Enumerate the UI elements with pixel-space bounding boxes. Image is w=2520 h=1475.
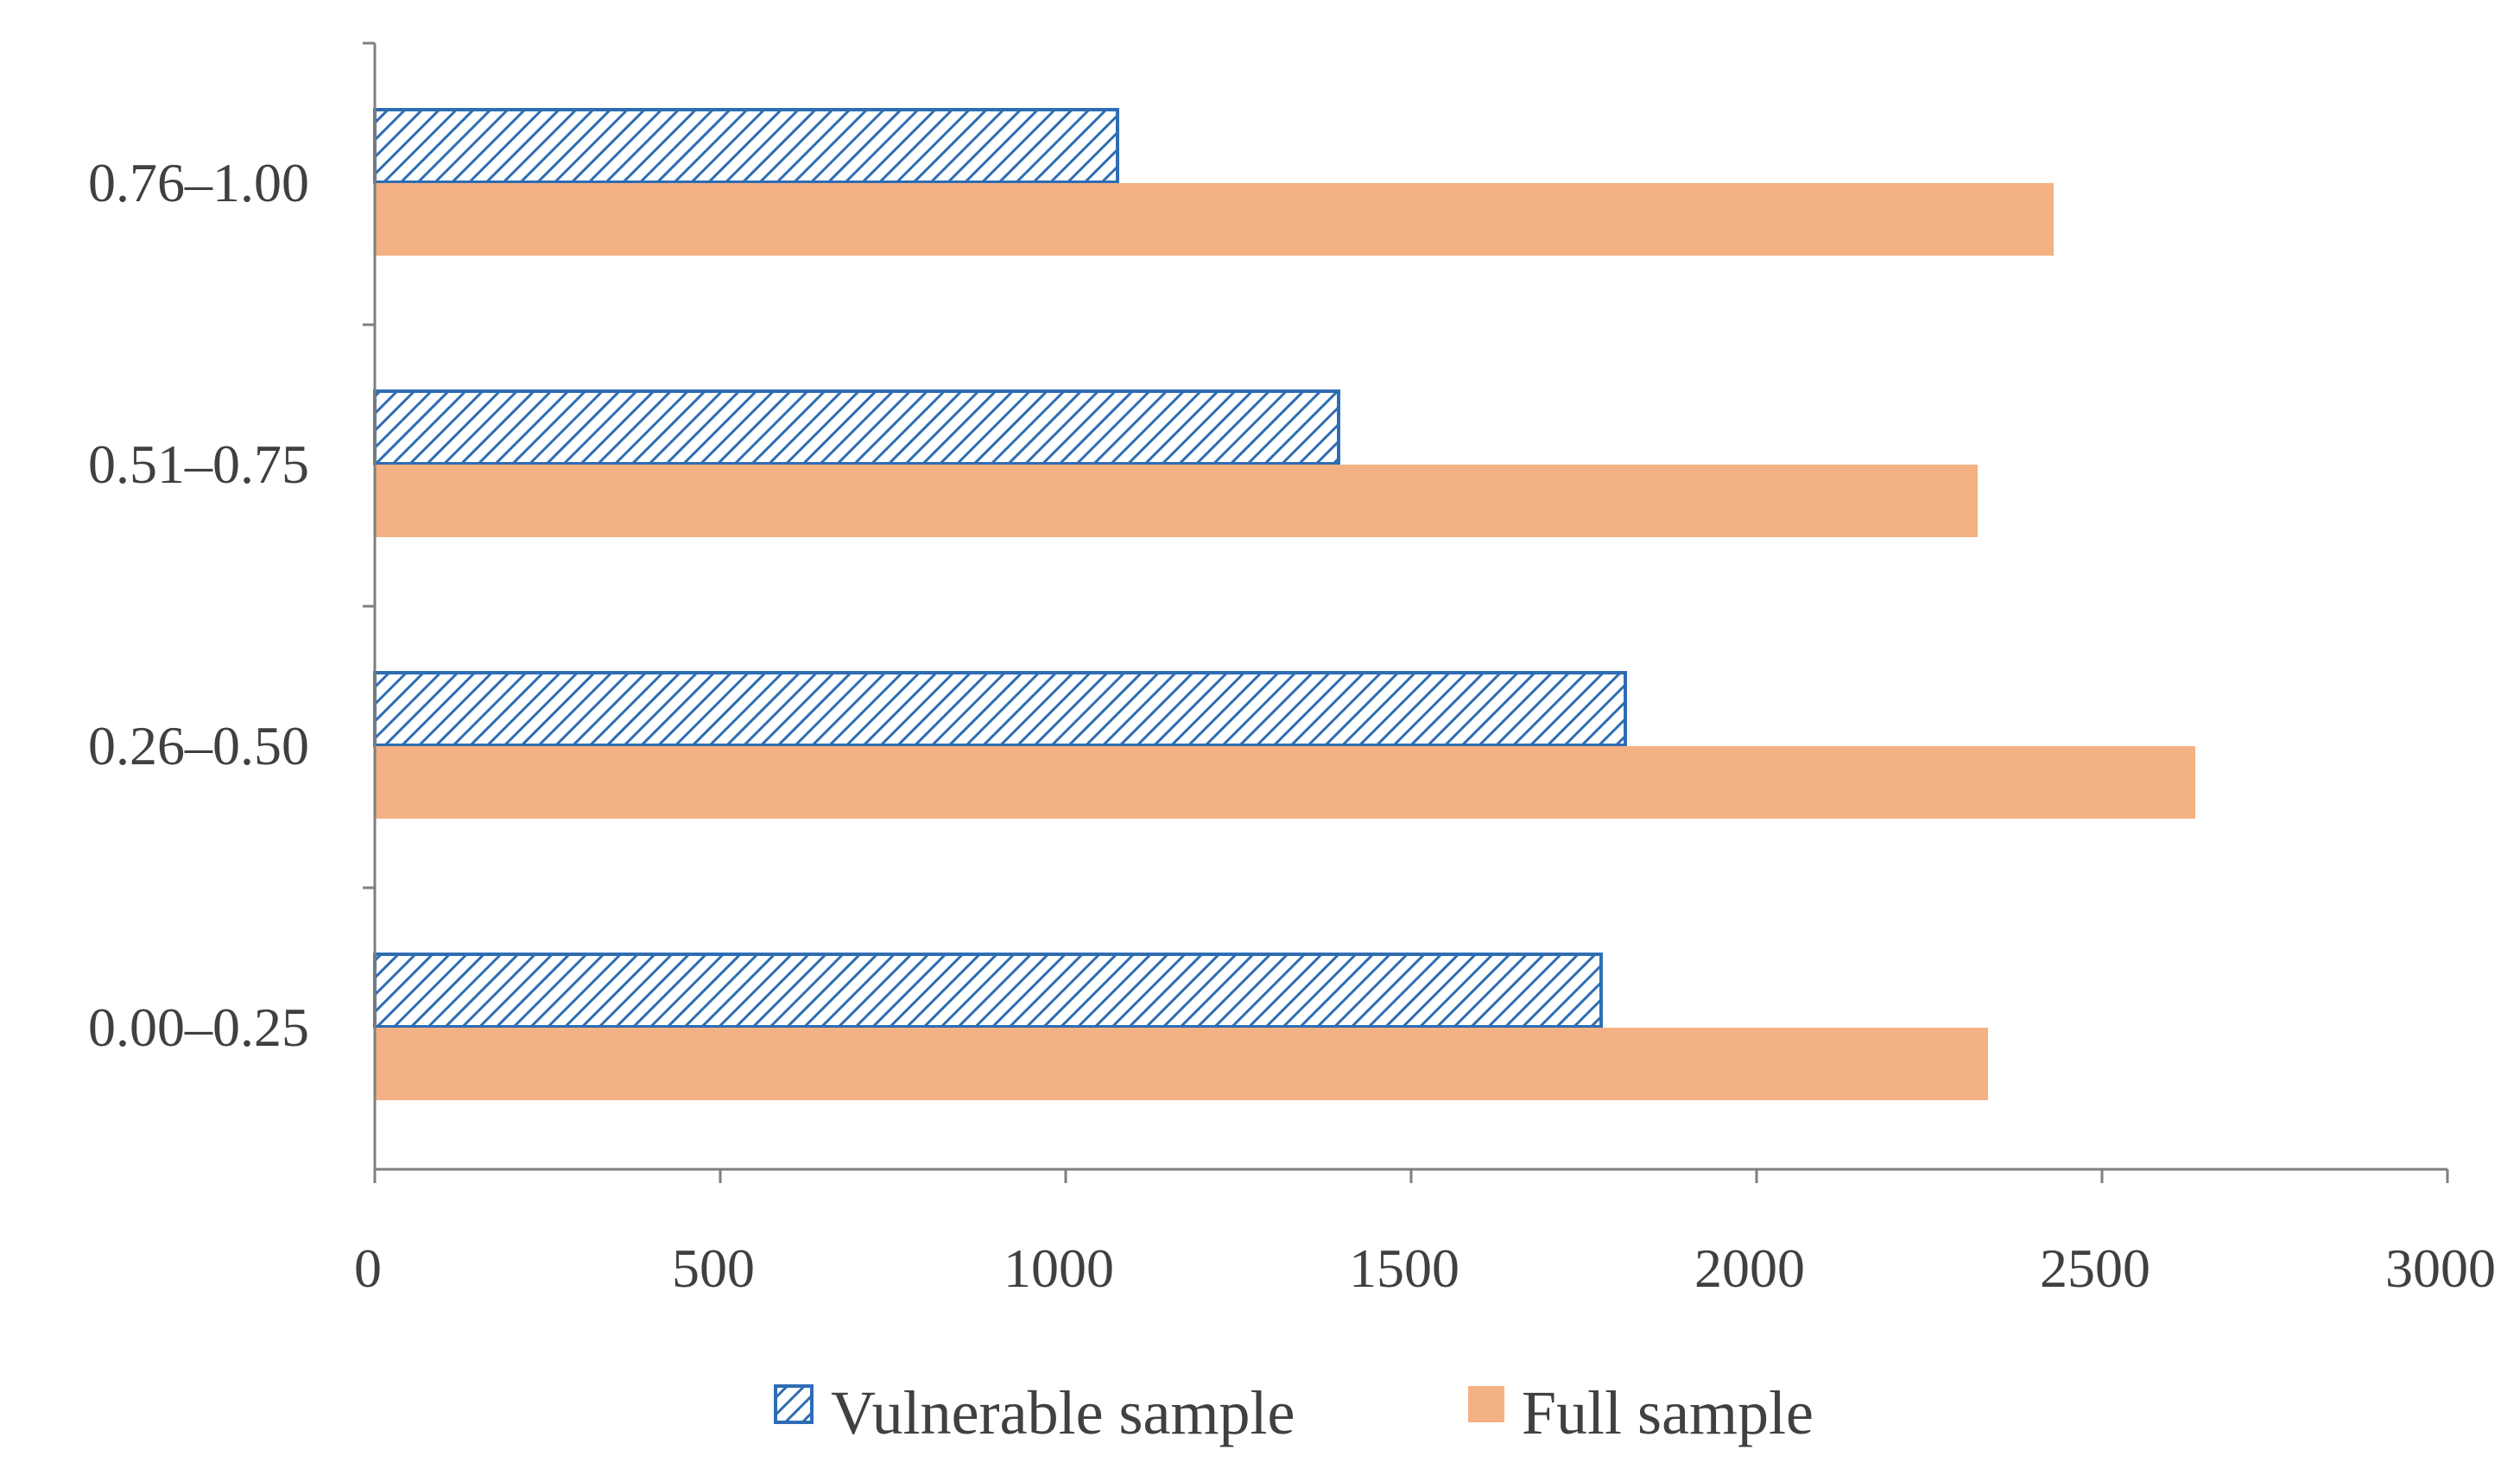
x-tick-label: 0 [354,1238,382,1299]
bar-vulnerable-sample [373,389,1340,465]
y-tick-label: 0.26–0.50 [88,715,309,776]
bar-full-sample [375,183,2054,256]
y-tick-label: 0.51–0.75 [88,434,309,495]
legend: Vulnerable sample Full sample [774,1378,1814,1447]
bar-full-sample [375,746,2195,819]
x-tick-label: 2500 [2040,1238,2150,1299]
y-tick-label: 0.00–0.25 [88,997,309,1058]
bar-vulnerable-sample [373,671,1627,747]
y-tick-label: 0.76–1.00 [88,152,309,213]
axes: 0.00–0.25 0.26–0.50 0.51–0.75 0.76–1.00 0 500… [88,41,2496,1299]
bar-vulnerable-sample [373,108,1119,184]
bar-vulnerable-sample [373,953,1603,1029]
legend-label-full: Full sample [1522,1378,1814,1447]
bar-full-sample [375,1028,1988,1100]
legend-swatch-full [1468,1386,1504,1422]
x-tick-label: 500 [672,1238,755,1299]
legend-swatch-vulnerable [774,1384,814,1424]
bar-full-sample [375,465,1978,537]
x-tick-label: 1500 [1349,1238,1459,1299]
plot-area [373,108,2195,1100]
x-tick-label: 2000 [1694,1238,1805,1299]
x-tick-label: 3000 [2385,1238,2496,1299]
legend-label-vulnerable: Vulnerable sample [831,1378,1295,1447]
x-tick-label: 1000 [1004,1238,1114,1299]
